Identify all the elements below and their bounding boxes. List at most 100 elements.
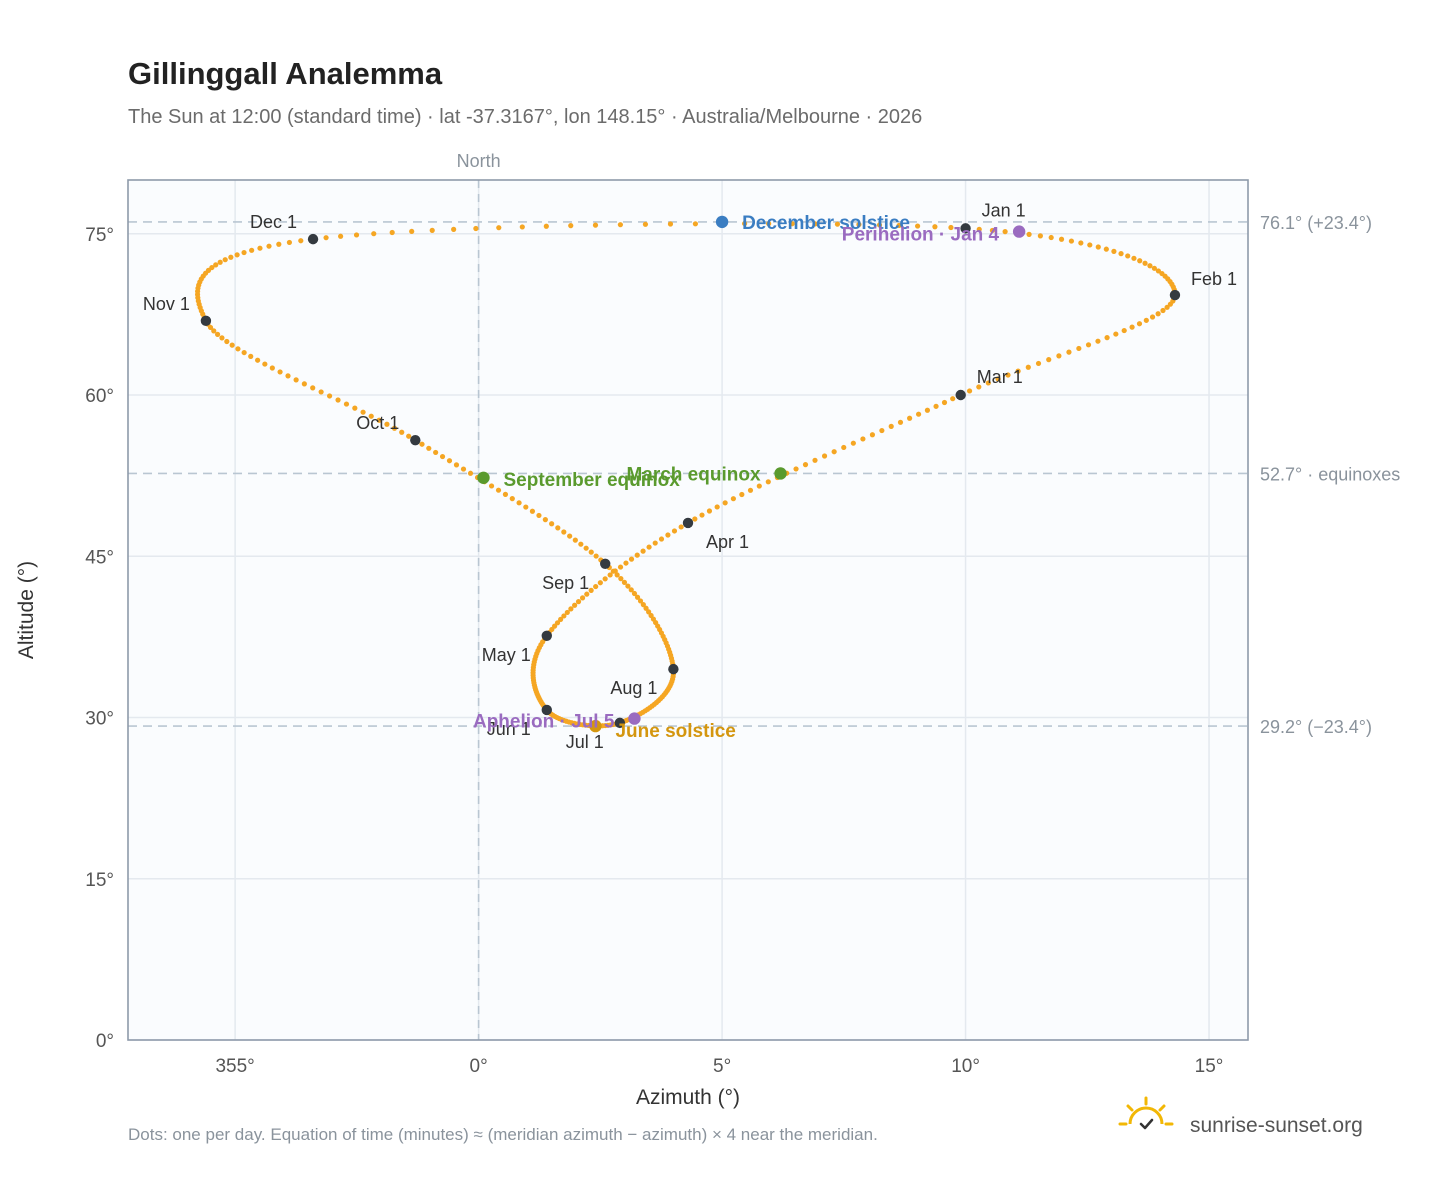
day-dot bbox=[1087, 242, 1093, 248]
day-dot bbox=[637, 598, 644, 604]
month-marker bbox=[541, 630, 552, 641]
day-dot bbox=[276, 241, 282, 247]
day-dot bbox=[592, 222, 599, 228]
day-dot bbox=[692, 516, 698, 522]
day-dot bbox=[558, 616, 564, 623]
day-dot bbox=[389, 229, 395, 236]
day-dot bbox=[433, 449, 439, 456]
day-dot bbox=[907, 415, 913, 421]
day-dot bbox=[841, 444, 847, 451]
day-dot bbox=[1068, 238, 1075, 244]
day-dot bbox=[614, 572, 620, 578]
event-label: March equinox bbox=[626, 464, 761, 485]
day-dot bbox=[1085, 342, 1092, 348]
day-dot bbox=[213, 262, 219, 268]
day-dot bbox=[834, 221, 841, 227]
day-dot bbox=[293, 377, 299, 383]
day-dot bbox=[706, 508, 713, 514]
day-dot bbox=[924, 407, 931, 413]
day-dot bbox=[876, 222, 883, 228]
month-label: Jul 1 bbox=[566, 732, 604, 752]
day-dot bbox=[714, 504, 720, 510]
day-dot bbox=[730, 496, 736, 502]
plot-area bbox=[128, 180, 1248, 1040]
month-label: Feb 1 bbox=[1191, 269, 1237, 289]
day-dot bbox=[856, 221, 862, 228]
day-dot bbox=[793, 466, 799, 472]
event-label: Perihelion · Jan 4 bbox=[842, 225, 1000, 246]
brand-name[interactable]: sunrise-sunset.org bbox=[1190, 1114, 1363, 1137]
day-dot bbox=[1025, 364, 1031, 370]
day-dot bbox=[1143, 317, 1149, 323]
day-dot bbox=[561, 613, 567, 619]
day-dot bbox=[1076, 345, 1082, 352]
day-dot bbox=[699, 512, 705, 518]
day-dot bbox=[860, 436, 866, 442]
day-dot bbox=[298, 238, 304, 244]
day-dot bbox=[812, 221, 818, 227]
day-dot bbox=[338, 233, 344, 239]
day-dot bbox=[578, 541, 584, 547]
day-dot bbox=[555, 525, 561, 531]
day-dot bbox=[1136, 321, 1143, 327]
x-tick-label: 15° bbox=[1195, 1056, 1224, 1077]
plot-frame bbox=[127, 179, 1249, 1041]
day-dot bbox=[584, 591, 590, 597]
day-dot bbox=[1147, 263, 1153, 269]
day-dot bbox=[572, 602, 578, 608]
day-dot bbox=[579, 595, 586, 601]
day-dot bbox=[568, 223, 574, 229]
day-dot bbox=[1104, 335, 1110, 341]
day-dot bbox=[850, 440, 856, 446]
day-dot bbox=[217, 259, 223, 265]
day-dot bbox=[516, 500, 522, 506]
day-dot bbox=[229, 342, 235, 348]
day-dot bbox=[588, 549, 594, 555]
day-dot bbox=[634, 552, 640, 558]
day-dot bbox=[1155, 268, 1161, 274]
day-dot bbox=[211, 328, 217, 334]
day-dot bbox=[665, 532, 671, 538]
day-dot bbox=[950, 396, 956, 402]
day-dot bbox=[989, 227, 996, 234]
day-dot bbox=[1015, 368, 1021, 374]
meridian-label: North bbox=[457, 151, 501, 171]
month-label: Nov 1 bbox=[143, 294, 190, 314]
day-dot bbox=[219, 335, 225, 341]
day-dot bbox=[1035, 360, 1042, 367]
day-dot bbox=[249, 247, 255, 253]
day-dot bbox=[523, 504, 529, 510]
day-dot bbox=[932, 224, 938, 230]
day-dot bbox=[241, 249, 247, 256]
day-dot bbox=[643, 605, 649, 611]
day-dot bbox=[277, 369, 283, 375]
day-dot bbox=[1037, 233, 1043, 239]
month-label: Jan 1 bbox=[982, 200, 1026, 220]
day-dot bbox=[1118, 251, 1124, 257]
day-dot bbox=[473, 225, 479, 232]
day-dot bbox=[360, 409, 366, 415]
day-dot bbox=[542, 517, 548, 523]
month-marker bbox=[410, 434, 421, 446]
footnote: Dots: one per day. Equation of time (min… bbox=[128, 1125, 878, 1144]
day-dot bbox=[869, 432, 876, 438]
day-dot bbox=[391, 425, 398, 431]
day-dot bbox=[671, 528, 678, 534]
event-marker bbox=[774, 467, 787, 480]
month-label: Dec 1 bbox=[250, 212, 297, 232]
event-label: December solstice bbox=[742, 213, 910, 234]
y-tick-label: 75° bbox=[85, 225, 114, 246]
y-tick-label: 30° bbox=[85, 709, 114, 730]
day-dot bbox=[1046, 357, 1052, 363]
day-dot bbox=[285, 373, 291, 379]
reference-line-label: 52.7° · equinoxes bbox=[1260, 464, 1400, 484]
day-dot bbox=[678, 524, 684, 530]
day-dot bbox=[888, 423, 894, 429]
day-dot bbox=[1151, 265, 1157, 271]
day-dot bbox=[812, 457, 818, 463]
month-marker bbox=[955, 389, 966, 401]
day-dot bbox=[376, 417, 382, 423]
day-dot bbox=[426, 445, 432, 451]
event-marker bbox=[589, 719, 602, 733]
